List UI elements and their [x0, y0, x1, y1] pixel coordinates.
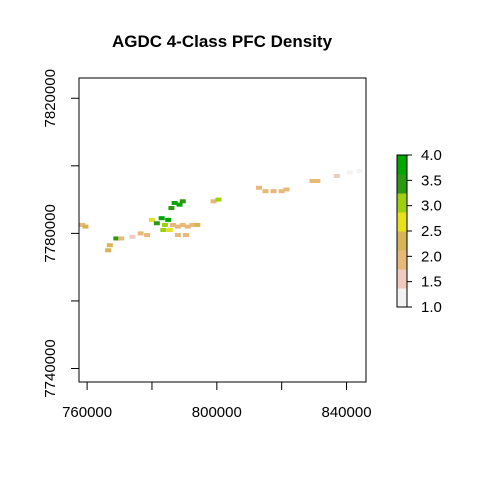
raster-cell: [309, 179, 316, 184]
raster-cell: [184, 224, 191, 229]
raster-cell: [166, 228, 173, 232]
legend-color-swatch: [397, 250, 407, 270]
raster-cell: [129, 234, 136, 239]
raster-cell: [118, 236, 125, 241]
legend: 1.0 1.5 2.0 2.5 3.0 3.5 4.0: [396, 147, 442, 316]
x-tick-label: 840000: [322, 404, 372, 421]
raster-cell: [189, 222, 196, 227]
legend-tick-label: 2.0: [421, 248, 442, 265]
raster-cell: [314, 179, 321, 184]
legend-tick-label: 2.5: [421, 223, 442, 240]
raster-cell: [148, 217, 155, 222]
legend-color-swatch: [397, 231, 407, 251]
raster-cell: [210, 199, 217, 204]
y-tick-label: 7780000: [42, 204, 59, 262]
raster-cell: [161, 222, 168, 227]
raster-cell: [82, 224, 89, 229]
x-tick-label: 800000: [192, 404, 242, 421]
legend-color-swatch: [397, 174, 407, 194]
raster-cell: [215, 197, 222, 202]
raster-cells: [79, 168, 363, 253]
raster-cell: [346, 170, 353, 175]
raster-cell: [168, 206, 175, 211]
raster-cell: [255, 185, 262, 190]
legend-tick-label: 1.5: [421, 274, 442, 291]
raster-cell: [158, 216, 165, 221]
legend-tick-label: 1.0: [421, 299, 442, 316]
raster-cell: [270, 189, 277, 194]
raster-cell: [179, 222, 186, 227]
raster-cell: [278, 189, 285, 194]
raster-cell: [105, 248, 112, 253]
raster-cell: [137, 231, 144, 236]
x-tick-label: 760000: [62, 404, 112, 421]
legend-color-swatch: [397, 193, 407, 213]
y-axis: 7740000 7780000 7820000: [42, 69, 80, 398]
legend-color-swatch: [397, 269, 407, 289]
raster-cell: [171, 200, 178, 205]
x-axis: 760000 800000 840000: [62, 381, 372, 421]
raster-cell: [160, 228, 167, 232]
legend-color-swatch: [397, 155, 407, 175]
legend-color-swatch: [397, 288, 407, 308]
raster-cell: [176, 202, 183, 207]
raster-cell: [183, 233, 190, 238]
y-tick-label: 7820000: [42, 69, 59, 127]
legend-tick-label: 4.0: [421, 147, 442, 164]
raster-cell: [144, 233, 151, 238]
raster-cell: [179, 199, 186, 204]
raster-cell: [170, 222, 177, 227]
raster-cell: [174, 224, 181, 229]
raster-cell: [79, 222, 86, 227]
raster-cell: [174, 233, 181, 238]
y-tick-label: 7740000: [42, 339, 59, 397]
raster-cell: [194, 222, 201, 227]
raster-cell: [283, 187, 290, 192]
raster-cell: [262, 189, 269, 194]
raster-cell: [333, 173, 340, 178]
raster-cell: [356, 168, 363, 173]
raster-cell: [106, 243, 113, 248]
raster-cell: [153, 221, 160, 226]
legend-tick-label: 3.0: [421, 198, 442, 215]
raster-cell: [165, 217, 172, 222]
legend-color-swatch: [397, 212, 407, 232]
chart-title: AGDC 4-Class PFC Density: [112, 32, 333, 51]
legend-tick-label: 3.5: [421, 172, 442, 189]
raster-cell: [113, 236, 120, 241]
plot-frame: [78, 77, 367, 383]
